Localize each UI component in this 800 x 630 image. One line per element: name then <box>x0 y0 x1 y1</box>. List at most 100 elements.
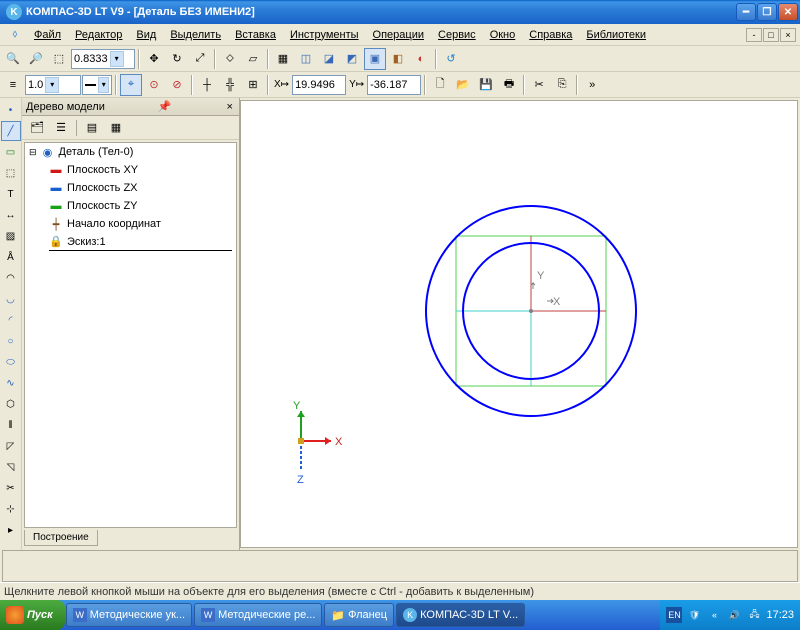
ucs-icon[interactable]: ┼ <box>196 74 218 96</box>
persp-icon[interactable]: ▱ <box>242 48 264 70</box>
save-icon[interactable]: 💾 <box>475 74 497 96</box>
menu-window[interactable]: Окно <box>484 27 522 43</box>
tab-build[interactable]: Построение <box>24 530 98 546</box>
snap-icon[interactable]: ⌖ <box>120 74 142 96</box>
close-button[interactable]: ✕ <box>778 3 798 21</box>
tool-line-icon[interactable]: ╱ <box>1 121 21 141</box>
menu-tools[interactable]: Инструменты <box>284 27 365 43</box>
tray-net-icon[interactable]: 🖧 <box>746 607 762 623</box>
task-4[interactable]: KКОМПАС-3D LT V... <box>396 603 525 627</box>
tray-chevron-icon[interactable]: « <box>706 607 722 623</box>
tool-point-icon[interactable]: • <box>1 100 21 120</box>
tree-tb3-icon[interactable]: ▤ <box>81 117 103 139</box>
tool-arc2-icon[interactable]: ◜ <box>1 310 21 330</box>
lang-indicator[interactable]: EN <box>666 607 682 623</box>
grid-icon[interactable]: ▦ <box>272 48 294 70</box>
print-icon[interactable]: 🖶 <box>498 74 520 96</box>
fit-icon[interactable]: ⤢ <box>189 48 211 70</box>
tool-fillet-icon[interactable]: ◹ <box>1 457 21 477</box>
tree-root[interactable]: ⊟ ◉ Деталь (Тел-0) <box>25 143 236 161</box>
open-icon[interactable]: 📂 <box>452 74 474 96</box>
tool-circle-icon[interactable]: ○ <box>1 331 21 351</box>
copy-icon[interactable]: ⎘ <box>551 74 573 96</box>
coord-x-input[interactable]: 19.9496 <box>292 75 346 95</box>
refresh-icon[interactable]: ↺ <box>440 48 462 70</box>
menu-insert[interactable]: Вставка <box>229 27 282 43</box>
menu-view[interactable]: Вид <box>130 27 162 43</box>
mdi-minimize[interactable]: - <box>746 28 762 42</box>
app-menu-icon[interactable]: ⬨ <box>4 24 26 46</box>
scale-combo[interactable]: 1.0▾ <box>25 75 81 95</box>
coord-y-input[interactable]: -36.187 <box>367 75 421 95</box>
menu-select[interactable]: Выделить <box>164 27 227 43</box>
tree-tb2-icon[interactable]: ☰ <box>50 117 72 139</box>
zoom-in-icon[interactable]: 🔍 <box>2 48 24 70</box>
menu-libraries[interactable]: Библиотеки <box>580 27 652 43</box>
tray-vol-icon[interactable]: 🔊 <box>726 607 742 623</box>
menu-help[interactable]: Справка <box>523 27 578 43</box>
tool-hatch-icon[interactable]: ▨ <box>1 226 21 246</box>
mdi-restore[interactable]: □ <box>763 28 779 42</box>
menu-service[interactable]: Сервис <box>432 27 482 43</box>
tree-tb1-icon[interactable]: 🗂 <box>26 117 48 139</box>
section-icon[interactable]: ◐ <box>410 48 432 70</box>
tool-ellipse-icon[interactable]: ⬭ <box>1 352 21 372</box>
tool-rect-icon[interactable]: ▭ <box>1 142 21 162</box>
style-icon[interactable]: ≡ <box>2 74 24 96</box>
color-icon[interactable]: ◧ <box>387 48 409 70</box>
line-combo[interactable]: ▾ <box>82 75 112 95</box>
tool-compass-icon[interactable]: Å <box>1 247 21 267</box>
maximize-button[interactable]: ❐ <box>757 3 777 21</box>
new-icon[interactable]: 🗋 <box>429 74 451 96</box>
task-1[interactable]: WМетодические ук... <box>66 603 192 627</box>
zoom-area-icon[interactable]: ⬚ <box>48 48 70 70</box>
tree-body[interactable]: ⊟ ◉ Деталь (Тел-0) ▬ Плоскость XY ▬ Плос… <box>24 142 237 528</box>
shade-icon[interactable]: ◩ <box>341 48 363 70</box>
rotate-icon[interactable]: ↻ <box>166 48 188 70</box>
pin-icon[interactable]: 📌 <box>156 100 174 113</box>
mdi-close[interactable]: × <box>780 28 796 42</box>
tool-offset-icon[interactable]: ⫴ <box>1 415 21 435</box>
tool-tangent-icon[interactable]: ◠ <box>1 268 21 288</box>
ucs2-icon[interactable]: ╬ <box>219 74 241 96</box>
wire-icon[interactable]: ◫ <box>295 48 317 70</box>
tool-spline-icon[interactable]: ∿ <box>1 373 21 393</box>
canvas[interactable]: X Y X Y Z <box>240 100 798 548</box>
tree-item-zy[interactable]: ▬ Плоскость ZY <box>25 197 236 215</box>
tool-dim-icon[interactable]: ↔ <box>1 205 21 225</box>
tool-more-icon[interactable]: ▸ <box>1 520 21 540</box>
cut-icon[interactable]: ✂ <box>528 74 550 96</box>
task-3[interactable]: 📁Фланец <box>324 603 394 627</box>
tool-selptr-icon[interactable]: ⬚ <box>1 163 21 183</box>
shade-edge-icon[interactable]: ▣ <box>364 48 386 70</box>
chevron-icon[interactable]: » <box>581 74 603 96</box>
ucs3-icon[interactable]: ⊞ <box>242 74 264 96</box>
tool-chamfer-icon[interactable]: ◸ <box>1 436 21 456</box>
orient-icon[interactable]: ⬦ <box>219 48 241 70</box>
zoom-out-icon[interactable]: 🔎 <box>25 48 47 70</box>
menu-editor[interactable]: Редактор <box>69 27 128 43</box>
start-button[interactable]: Пуск <box>0 600 65 630</box>
tool-trim-icon[interactable]: ✂ <box>1 478 21 498</box>
tree-item-xy[interactable]: ▬ Плоскость XY <box>25 161 236 179</box>
tree-tb4-icon[interactable]: ▦ <box>105 117 127 139</box>
clock[interactable]: 17:23 <box>766 609 794 621</box>
tool-poly-icon[interactable]: ⬡ <box>1 394 21 414</box>
pan-icon[interactable]: ✥ <box>143 48 165 70</box>
tray-shield-icon[interactable]: 🛡 <box>686 607 702 623</box>
hidden-icon[interactable]: ◪ <box>318 48 340 70</box>
zoom-combo[interactable]: 0.8333▾ <box>71 49 135 69</box>
task-2[interactable]: WМетодические ре... <box>194 603 322 627</box>
minimize-button[interactable]: ━ <box>736 3 756 21</box>
tree-item-zx[interactable]: ▬ Плоскость ZX <box>25 179 236 197</box>
tree-item-origin[interactable]: ┿ Начало координат <box>25 215 236 233</box>
tree-item-sketch[interactable]: 🔒 Эскиз:1 <box>49 233 232 251</box>
tool-axis-icon[interactable]: ⊹ <box>1 499 21 519</box>
magnet-icon[interactable]: ⊙ <box>143 74 165 96</box>
magnet2-icon[interactable]: ⊘ <box>166 74 188 96</box>
menu-operations[interactable]: Операции <box>367 27 430 43</box>
tool-text-icon[interactable]: Τ <box>1 184 21 204</box>
tree-close-icon[interactable]: × <box>225 101 235 113</box>
tool-arc-icon[interactable]: ◡ <box>1 289 21 309</box>
menu-file[interactable]: Файл <box>28 27 67 43</box>
